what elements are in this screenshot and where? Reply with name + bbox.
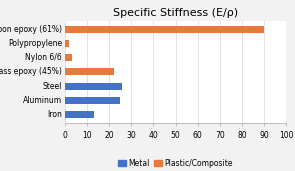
- Bar: [65, 83, 122, 90]
- Bar: [65, 54, 72, 61]
- Legend: Metal, Plastic/Composite: Metal, Plastic/Composite: [115, 156, 236, 171]
- Bar: [65, 111, 94, 118]
- Bar: [65, 68, 114, 75]
- Title: Specific Stiffness (E/ρ): Specific Stiffness (E/ρ): [113, 8, 238, 18]
- Bar: [65, 40, 69, 47]
- Bar: [65, 97, 120, 104]
- Bar: [65, 25, 264, 33]
